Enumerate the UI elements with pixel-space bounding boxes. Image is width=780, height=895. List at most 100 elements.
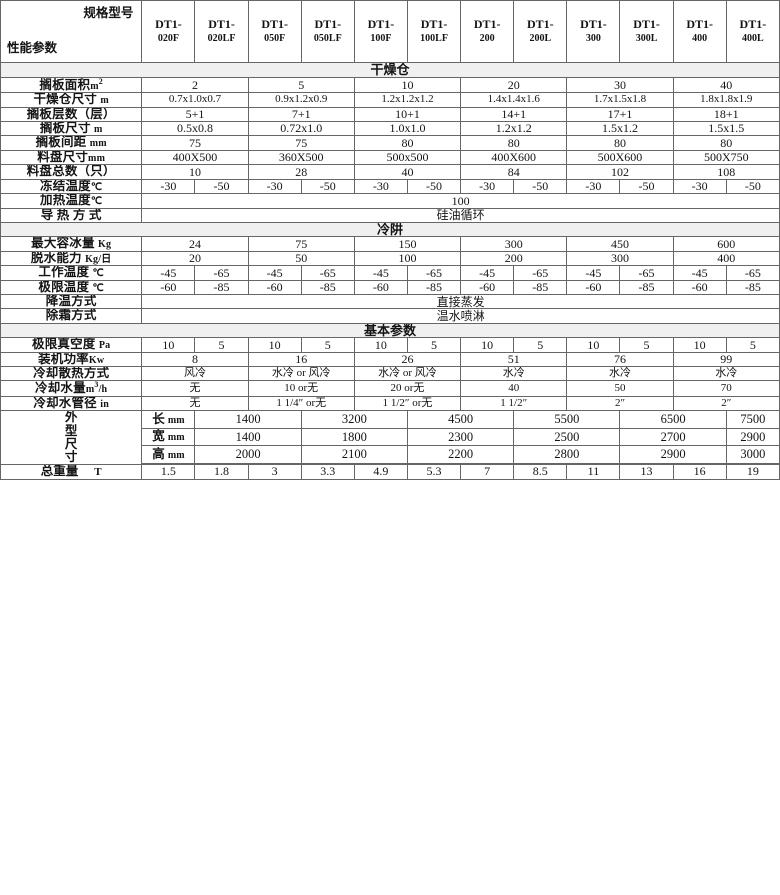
- cell-tray-total-5: 108: [672, 164, 780, 180]
- cell-water-volume-0: 无: [141, 380, 249, 397]
- model-header-11: DT1- 400L: [725, 0, 780, 63]
- row-ultimate-vacuum: 极限真空度 Pa 10 5 10 5 10 5 10 5 10 5 10 5: [0, 337, 780, 353]
- cell-height-5: 3000: [725, 445, 780, 464]
- row-label-chamber-size: 干燥仓尺寸 m: [0, 92, 143, 108]
- cell-chamber-size-4: 1.7x1.5x1.8: [566, 92, 674, 108]
- cell-working-temp-5: -65: [406, 265, 462, 281]
- model-header-2: DT1- 050F: [247, 0, 302, 63]
- cell-limit-temp-1: -85: [194, 279, 249, 296]
- table-header-row: 规格型号 性能参数 DT1- 020F DT1- 020LF DT1- 050F DT…: [0, 0, 780, 63]
- cell-width-1: 1800: [300, 427, 408, 447]
- row-label-max-ice-capacity: 最大容冰量 Kg: [0, 236, 143, 252]
- cell-cooling-type-5: 水冷: [672, 366, 780, 382]
- cell-vacuum-2: 10: [247, 337, 302, 353]
- cell-limit-temp-5: -85: [406, 279, 462, 296]
- row-label-ultimate-vacuum: 极限真空度 Pa: [0, 337, 143, 353]
- row-label-shelf-spacing: 搁板间距 mm: [0, 135, 143, 151]
- cell-shelf-layers-1: 7+1: [247, 106, 355, 122]
- row-heat-transfer: 导 热 方 式 硅油循环: [0, 207, 780, 223]
- cell-freezing-temp-8: -30: [566, 178, 621, 195]
- cell-weight-9: 13: [619, 463, 674, 480]
- cell-freezing-temp-2: -30: [247, 178, 302, 195]
- cell-freezing-temp-1: -50: [194, 178, 249, 195]
- cell-freezing-temp-0: -30: [141, 178, 196, 195]
- cell-freezing-temp-7: -50: [513, 178, 568, 195]
- cell-width-0: 1400: [194, 427, 302, 447]
- cell-vacuum-4: 10: [353, 337, 408, 353]
- section-title-cold-trap: 冷阱: [376, 222, 403, 237]
- cell-pipe-diameter-0: 无: [141, 396, 249, 412]
- row-limit-temp: 极限温度 ℃ -60 -85 -60 -85 -60 -85 -60 -85 -…: [0, 279, 780, 296]
- cell-freezing-temp-9: -50: [619, 178, 674, 195]
- row-label-limit-temp: 极限温度 ℃: [0, 279, 143, 296]
- row-label-heating-temp: 加热温度℃: [0, 193, 143, 209]
- cell-weight-2: 3: [247, 463, 302, 480]
- cell-freezing-temp-6: -30: [460, 178, 515, 195]
- row-dimension-spare: [1, 462, 780, 466]
- cell-width-2: 2300: [406, 427, 515, 447]
- row-label-width: 宽 mm: [141, 427, 196, 447]
- cell-shelf-size-4: 1.5x1.2: [566, 120, 674, 137]
- section-band-cold-trap: 冷阱: [0, 221, 780, 238]
- cell-shelf-spacing-4: 80: [566, 135, 674, 151]
- cell-working-temp-4: -45: [353, 265, 408, 281]
- cell-pipe-diameter-4: 2″: [566, 396, 674, 412]
- cell-tray-size-4: 500X600: [566, 149, 674, 166]
- section-band-cell: 冷阱: [0, 221, 780, 238]
- cell-tray-total-4: 102: [566, 164, 674, 180]
- cell-power-5: 99: [672, 351, 780, 368]
- cell-pipe-diameter-3: 1 1/2″: [460, 396, 568, 412]
- cell-max-ice-2: 150: [353, 236, 462, 252]
- cell-shelf-spacing-2: 80: [353, 135, 462, 151]
- cell-tray-size-0: 400X500: [141, 149, 249, 166]
- cell-tray-size-2: 500x500: [353, 149, 462, 166]
- row-label-freezing-temp: 冻结温度℃: [0, 178, 143, 195]
- cell-cooling-type-1: 水冷 or 风冷: [247, 366, 355, 382]
- cell-weight-8: 11: [566, 463, 621, 480]
- cell-working-temp-7: -65: [513, 265, 568, 281]
- row-tray-total: 料盘总数（只） 10 28 40 84 102 108: [0, 164, 780, 180]
- cell-freezing-temp-10: -30: [672, 178, 727, 195]
- cell-weight-3: 3.3: [300, 463, 355, 480]
- row-cooling-method: 降温方式 直接蒸发: [0, 294, 780, 310]
- cell-vacuum-6: 10: [460, 337, 515, 353]
- row-label-overall-dimensions: 外 型 尺 寸: [0, 410, 143, 465]
- section-band-cell: 干燥仓: [0, 62, 780, 78]
- cell-cooling-type-2: 水冷 or 风冷: [353, 366, 462, 382]
- model-header-7: DT1- 200L: [513, 0, 568, 63]
- cell-vacuum-5: 5: [406, 337, 462, 353]
- section-title-basic-parameters: 基本参数: [363, 323, 416, 338]
- cell-shelf-layers-0: 5+1: [141, 106, 249, 122]
- row-tray-size: 料盘尺寸mm 400X500 360X500 500x500 400X600 5…: [0, 149, 780, 166]
- dim-label-char-2: 尺: [64, 436, 78, 451]
- cell-dehydration-0: 20: [141, 250, 249, 267]
- row-label-shelf-layers: 搁板层数（层）: [0, 106, 143, 122]
- cell-height-2: 2200: [406, 445, 515, 464]
- cell-working-temp-1: -65: [194, 265, 249, 281]
- model-header-4: DT1- 100F: [353, 0, 408, 63]
- cell-shelf-layers-3: 14+1: [460, 106, 568, 122]
- row-dimension-length: 外 型 尺 寸 长 mm 1400 3200 4500 5500 6500 75…: [0, 410, 780, 465]
- cell-shelf-area-4: 30: [566, 76, 674, 94]
- cell-shelf-layers-5: 18+1: [672, 106, 780, 122]
- cell-working-temp-0: -45: [141, 265, 196, 281]
- cell-cooling-method: 直接蒸发: [141, 294, 780, 310]
- row-dehydration-capacity: 脱水能力 Kg/日 20 50 100 200 300 400: [0, 250, 780, 267]
- cell-limit-temp-4: -60: [353, 279, 408, 296]
- cell-width-4: 2700: [619, 427, 727, 447]
- row-label-height: 高 mm: [141, 445, 196, 464]
- cell-weight-1: 1.8: [194, 463, 249, 480]
- cell-max-ice-0: 24: [141, 236, 249, 252]
- cell-heat-transfer: 硅油循环: [141, 207, 780, 223]
- row-chamber-size: 干燥仓尺寸 m 0.7x1.0x0.7 0.9x1.2x0.9 1.2x1.2x…: [0, 92, 780, 108]
- cell-pipe-diameter-5: 2″: [672, 396, 780, 412]
- cell-cooling-type-4: 水冷: [566, 366, 674, 382]
- cell-tray-size-3: 400X600: [460, 149, 568, 166]
- section-band-drying-chamber: 干燥仓: [0, 62, 780, 78]
- cell-chamber-size-5: 1.8x1.8x1.9: [672, 92, 780, 108]
- cell-shelf-size-5: 1.5x1.5: [672, 120, 780, 137]
- cell-working-temp-3: -65: [300, 265, 355, 281]
- cell-defrost-method: 温水喷淋: [141, 308, 780, 324]
- cell-vacuum-3: 5: [300, 337, 355, 353]
- cell-dehydration-2: 100: [353, 250, 462, 267]
